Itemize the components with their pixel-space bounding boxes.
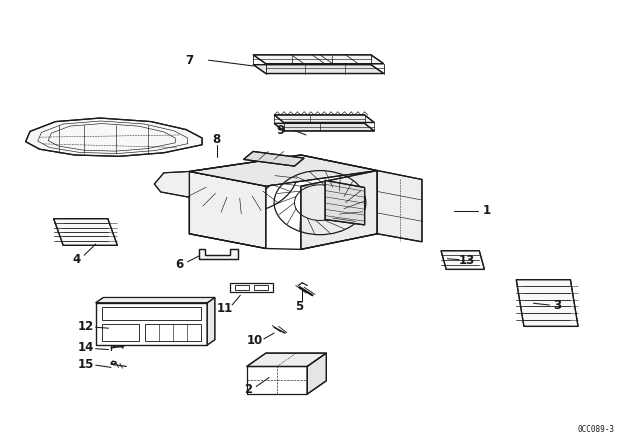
Bar: [102, 307, 201, 320]
Text: 0CC089-3: 0CC089-3: [577, 425, 614, 434]
Text: 14: 14: [77, 341, 93, 354]
Polygon shape: [244, 151, 304, 166]
Text: 13: 13: [458, 254, 475, 267]
Bar: [230, 283, 273, 292]
Text: 11: 11: [216, 302, 232, 315]
Polygon shape: [325, 181, 365, 225]
Polygon shape: [189, 172, 266, 249]
Text: 1: 1: [483, 204, 491, 217]
Polygon shape: [253, 55, 384, 64]
Text: 12: 12: [77, 320, 93, 333]
Bar: [96, 303, 207, 345]
Polygon shape: [378, 171, 422, 242]
Text: 3: 3: [553, 298, 561, 311]
Bar: [253, 284, 268, 290]
Polygon shape: [516, 280, 578, 327]
Text: 7: 7: [186, 54, 193, 67]
Polygon shape: [111, 361, 116, 365]
Text: 15: 15: [77, 358, 93, 371]
Text: 8: 8: [212, 133, 221, 146]
Polygon shape: [154, 172, 189, 197]
Polygon shape: [301, 171, 378, 250]
Polygon shape: [274, 123, 374, 131]
Polygon shape: [441, 251, 484, 269]
Polygon shape: [246, 353, 326, 366]
Polygon shape: [96, 297, 215, 303]
Bar: [145, 324, 202, 340]
Polygon shape: [307, 353, 326, 394]
Bar: [102, 324, 139, 340]
Text: 4: 4: [72, 253, 81, 266]
Polygon shape: [26, 118, 202, 156]
Polygon shape: [274, 115, 374, 122]
Text: 2: 2: [244, 383, 253, 396]
Text: 5: 5: [296, 300, 304, 313]
Polygon shape: [207, 297, 215, 345]
Polygon shape: [199, 249, 239, 259]
Bar: [235, 284, 248, 290]
Text: 10: 10: [247, 334, 263, 347]
Bar: [246, 366, 307, 394]
Polygon shape: [253, 65, 384, 73]
Polygon shape: [189, 155, 378, 186]
Text: 6: 6: [176, 258, 184, 271]
Text: 9: 9: [276, 124, 285, 137]
Polygon shape: [54, 219, 117, 246]
